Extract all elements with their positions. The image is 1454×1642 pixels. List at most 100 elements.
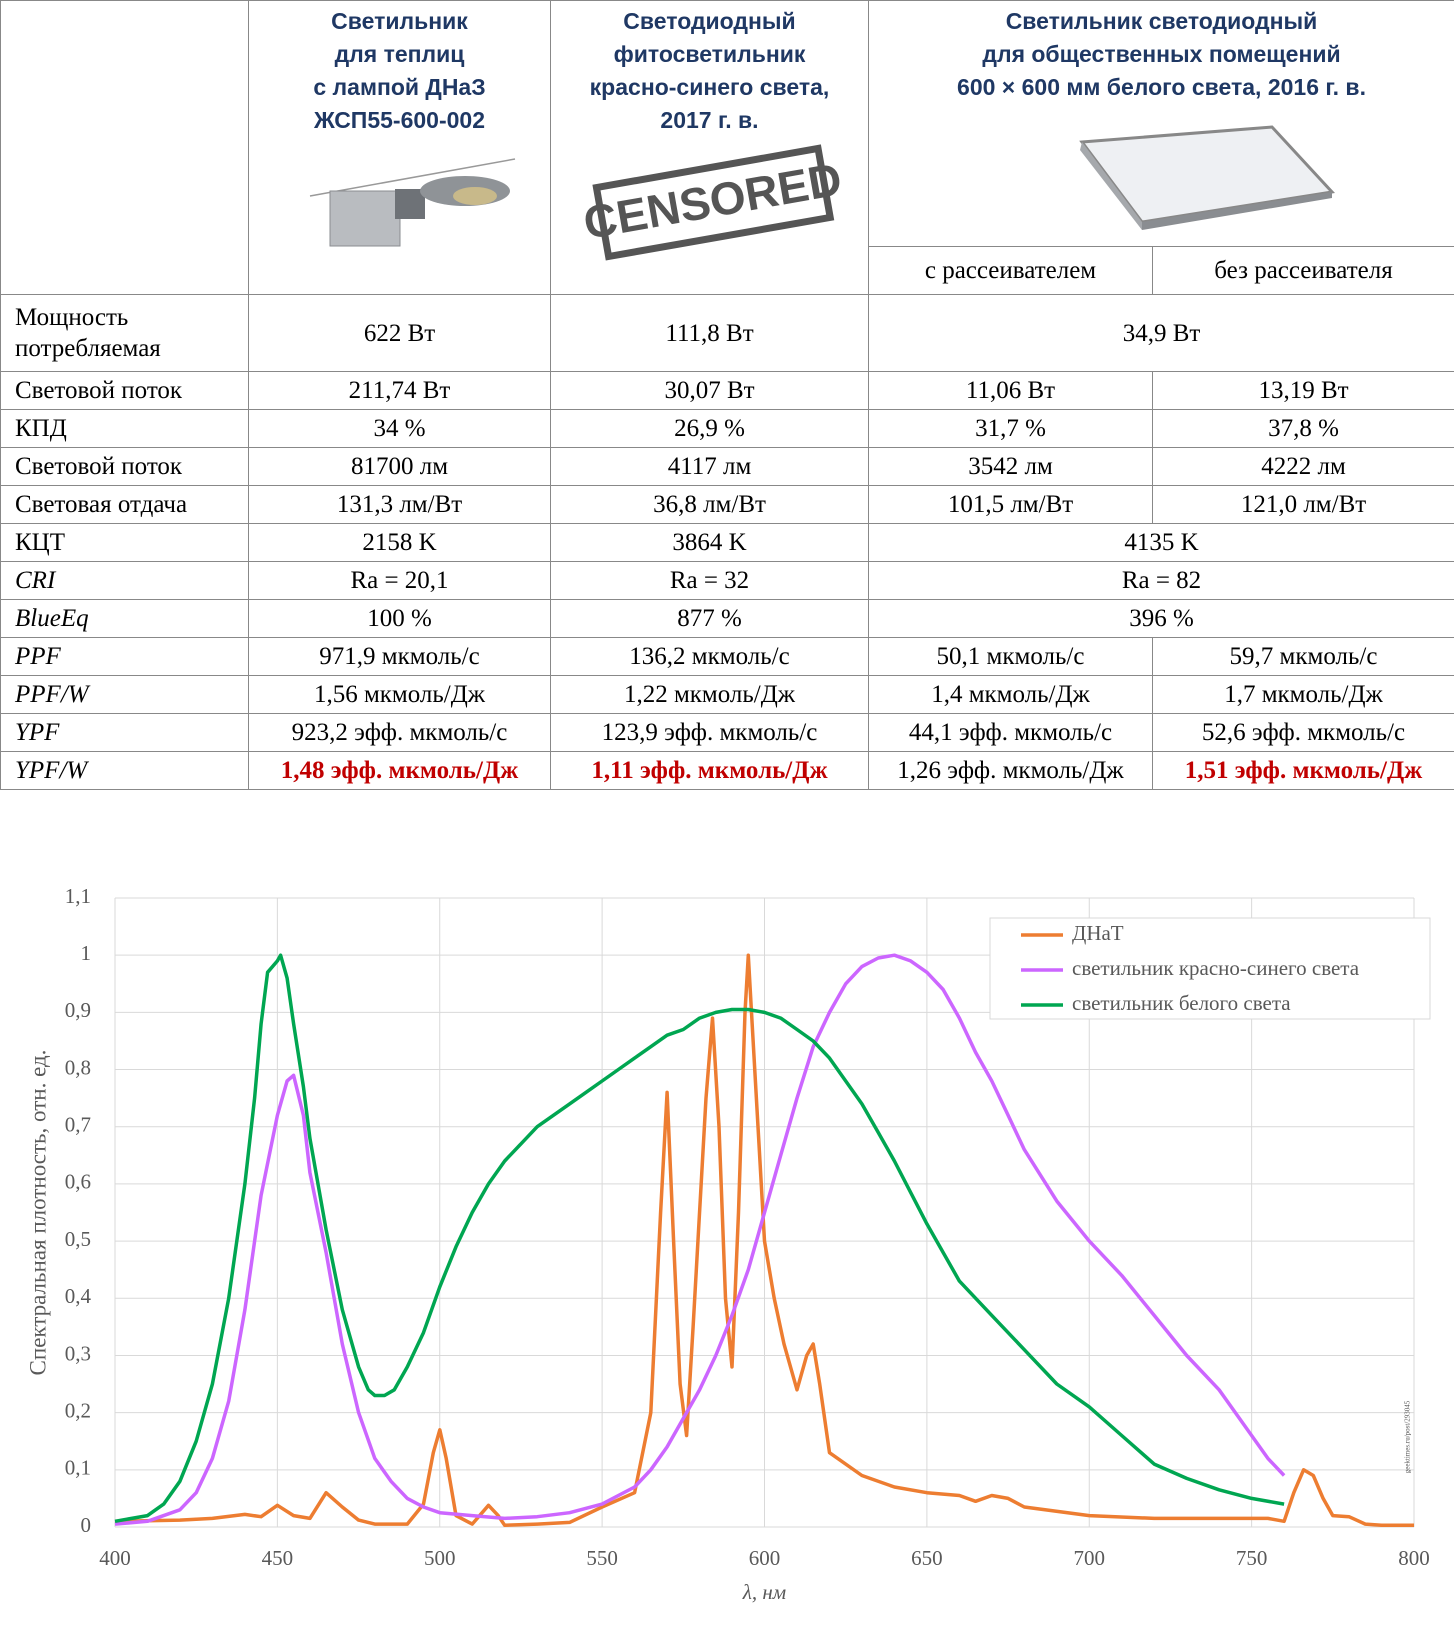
- table-row: Световая отдача 131,3 лм/Вт 36,8 лм/Вт 101,…: [0, 485, 1454, 524]
- table-cell: 4135 K: [868, 523, 1454, 562]
- y-tick-label: 1,1: [65, 884, 91, 908]
- comparison-table: Светильник для теплиц с лампой ДНаЗ ЖСП55-6…: [0, 0, 1454, 790]
- legend-label: светильник красно-синего света: [1072, 956, 1360, 980]
- subheader-row: с рассеивателем без рассеивателя: [1, 246, 1454, 295]
- y-tick-label: 1: [81, 941, 92, 965]
- table-cell: 36,8 лм/Вт: [550, 485, 869, 524]
- table-cell: 26,9 %: [550, 409, 869, 448]
- y-axis-label: Спектральная плотность, отн. ед.: [25, 1050, 50, 1376]
- legend-label: ДНаТ: [1072, 921, 1124, 945]
- legend-label: светильник белого света: [1072, 991, 1291, 1015]
- x-tick-label: 400: [99, 1546, 131, 1570]
- y-tick-label: 0,3: [65, 1341, 91, 1365]
- header-line: Светильник светодиодный: [1005, 8, 1318, 34]
- x-tick-label: 750: [1236, 1546, 1268, 1570]
- table-row: Мощность потребляемая 622 Вт 111,8 Вт 34,9 …: [0, 294, 1454, 372]
- row-label: КПД: [0, 409, 249, 448]
- series-line: [114, 953, 1285, 1524]
- y-tick-label: 0,8: [65, 1055, 91, 1079]
- table-cell: 34 %: [248, 409, 551, 448]
- table-row: КПД 34 % 26,9 % 31,7 % 37,8 %: [0, 409, 1454, 448]
- table-cell: Ra = 20,1: [248, 561, 551, 600]
- stamp-picture: CENSORED: [579, 144, 845, 261]
- table-row: PPF 971,9 мкмоль/с 136,2 мкмоль/с 50,1 мкмо…: [0, 637, 1454, 676]
- table-cell: 81700 лм: [248, 447, 551, 486]
- y-tick-label: 0: [81, 1513, 92, 1537]
- table-cell: 2158 K: [248, 523, 551, 562]
- table-cell: 11,06 Вт: [868, 371, 1153, 410]
- table-cell: 123,9 эфф. мкмоль/с: [550, 713, 869, 752]
- x-tick-label: 550: [586, 1546, 618, 1570]
- table-row: Световой поток 211,74 Вт 30,07 Вт 11,06 Вт 1…: [0, 371, 1454, 410]
- header-row: Светильник для теплиц с лампой ДНаЗ ЖСП55-6…: [0, 0, 1454, 295]
- table-cell: 1,48 эфф. мкмоль/Дж: [248, 751, 551, 790]
- header-line: 600 × 600 мм белого света, 2016 г. в.: [957, 74, 1366, 100]
- x-tick-label: 800: [1398, 1546, 1430, 1570]
- table-row: CRI Ra = 20,1 Ra = 32 Ra = 82: [0, 561, 1454, 600]
- table-cell: 121,0 лм/Вт: [1152, 485, 1454, 524]
- table-cell: 1,11 эфф. мкмоль/Дж: [550, 751, 869, 790]
- y-tick-label: 0,7: [65, 1113, 91, 1137]
- header-line: Светильник: [331, 8, 468, 34]
- y-tick-label: 0,1: [65, 1456, 91, 1480]
- header-picture: [255, 151, 544, 260]
- lamp-picture: [309, 158, 515, 247]
- header-line: с лампой ДНаЗ: [313, 74, 486, 100]
- table-cell: 34,9 Вт: [868, 294, 1454, 372]
- row-label: Мощность потребляемая: [0, 294, 249, 372]
- table-cell: 52,6 эфф. мкмоль/с: [1152, 713, 1454, 752]
- table-cell: 396 %: [868, 599, 1454, 638]
- header-line: красно-синего света,: [589, 74, 830, 100]
- table-row: YPF 923,2 эфф. мкмоль/с 123,9 эфф. мкмоль/…: [0, 713, 1454, 752]
- header-line: 2017 г. в.: [660, 107, 759, 133]
- header-picture: [875, 112, 1448, 241]
- table-row: КЦТ 2158 K 3864 K 4135 K: [0, 523, 1454, 562]
- table-row: BlueEq 100 % 877 % 396 %: [0, 599, 1454, 638]
- x-tick-label: 500: [424, 1546, 456, 1570]
- subheader-cell: с рассеивателем: [868, 246, 1153, 295]
- table-cell: 4117 лм: [550, 447, 869, 486]
- row-label: PPF/W: [0, 675, 249, 714]
- header-line: фитосветильник: [613, 41, 806, 67]
- table-cell: 877 %: [550, 599, 869, 638]
- x-tick-label: 450: [262, 1546, 294, 1570]
- table-cell: 1,4 мкмоль/Дж: [868, 675, 1153, 714]
- table-cell: 211,74 Вт: [248, 371, 551, 410]
- table-cell: 111,8 Вт: [550, 294, 869, 372]
- table-cell: 101,5 лм/Вт: [868, 485, 1153, 524]
- row-label: YPF: [0, 713, 249, 752]
- table-cell: Ra = 32: [550, 561, 869, 600]
- table-cell: 131,3 лм/Вт: [248, 485, 551, 524]
- series-line: [114, 953, 1286, 1526]
- table-row: YPF/W 1,48 эфф. мкмоль/Дж 1,11 эфф. мкмоль…: [0, 751, 1454, 790]
- row-label: КЦТ: [0, 523, 249, 562]
- table-cell: 59,7 мкмоль/с: [1152, 637, 1454, 676]
- table-cell: 3542 лм: [868, 447, 1153, 486]
- table-cell: 3864 K: [550, 523, 869, 562]
- table-cell: 971,9 мкмоль/с: [248, 637, 551, 676]
- watermark: geektimes.ru/post/293045: [1404, 1400, 1412, 1473]
- table-cell: 622 Вт: [248, 294, 551, 372]
- y-tick-label: 0,9: [65, 998, 91, 1022]
- spectrum-chart: 0 0,1 0,2 0,3 0,4 0,5 0,6 0,7 0,8 0,9 1 1,1 400 450 50…: [25, 884, 1431, 1604]
- y-tick-label: 0,4: [65, 1284, 92, 1308]
- panel-picture: [1078, 125, 1335, 230]
- table-cell: 1,22 мкмоль/Дж: [550, 675, 869, 714]
- table-row: PPF/W 1,56 мкмоль/Дж 1,22 мкмоль/Дж 1,4 мкм…: [0, 675, 1454, 714]
- header-cell: Светильник светодиодный для общественных …: [868, 0, 1454, 248]
- header-line: для общественных помещений: [982, 41, 1341, 67]
- table-cell: 44,1 эфф. мкмоль/с: [868, 713, 1153, 752]
- table-cell: Ra = 82: [868, 561, 1454, 600]
- row-label: Световой поток: [0, 371, 249, 410]
- header-line: Светодиодный: [623, 8, 796, 34]
- table-cell: 136,2 мкмоль/с: [550, 637, 869, 676]
- row-label: Световая отдача: [0, 485, 249, 524]
- header-cell: Светодиодный фитосветильник красно-синего …: [550, 0, 869, 295]
- series-line: [114, 953, 1414, 1528]
- header-line: ЖСП55-600-002: [313, 107, 485, 133]
- y-tick-label: 0,5: [65, 1227, 91, 1251]
- table-cell: 1,7 мкмоль/Дж: [1152, 675, 1454, 714]
- table-row: Световой поток 81700 лм 4117 лм 3542 лм 4222…: [0, 447, 1454, 486]
- table-cell: 31,7 %: [868, 409, 1153, 448]
